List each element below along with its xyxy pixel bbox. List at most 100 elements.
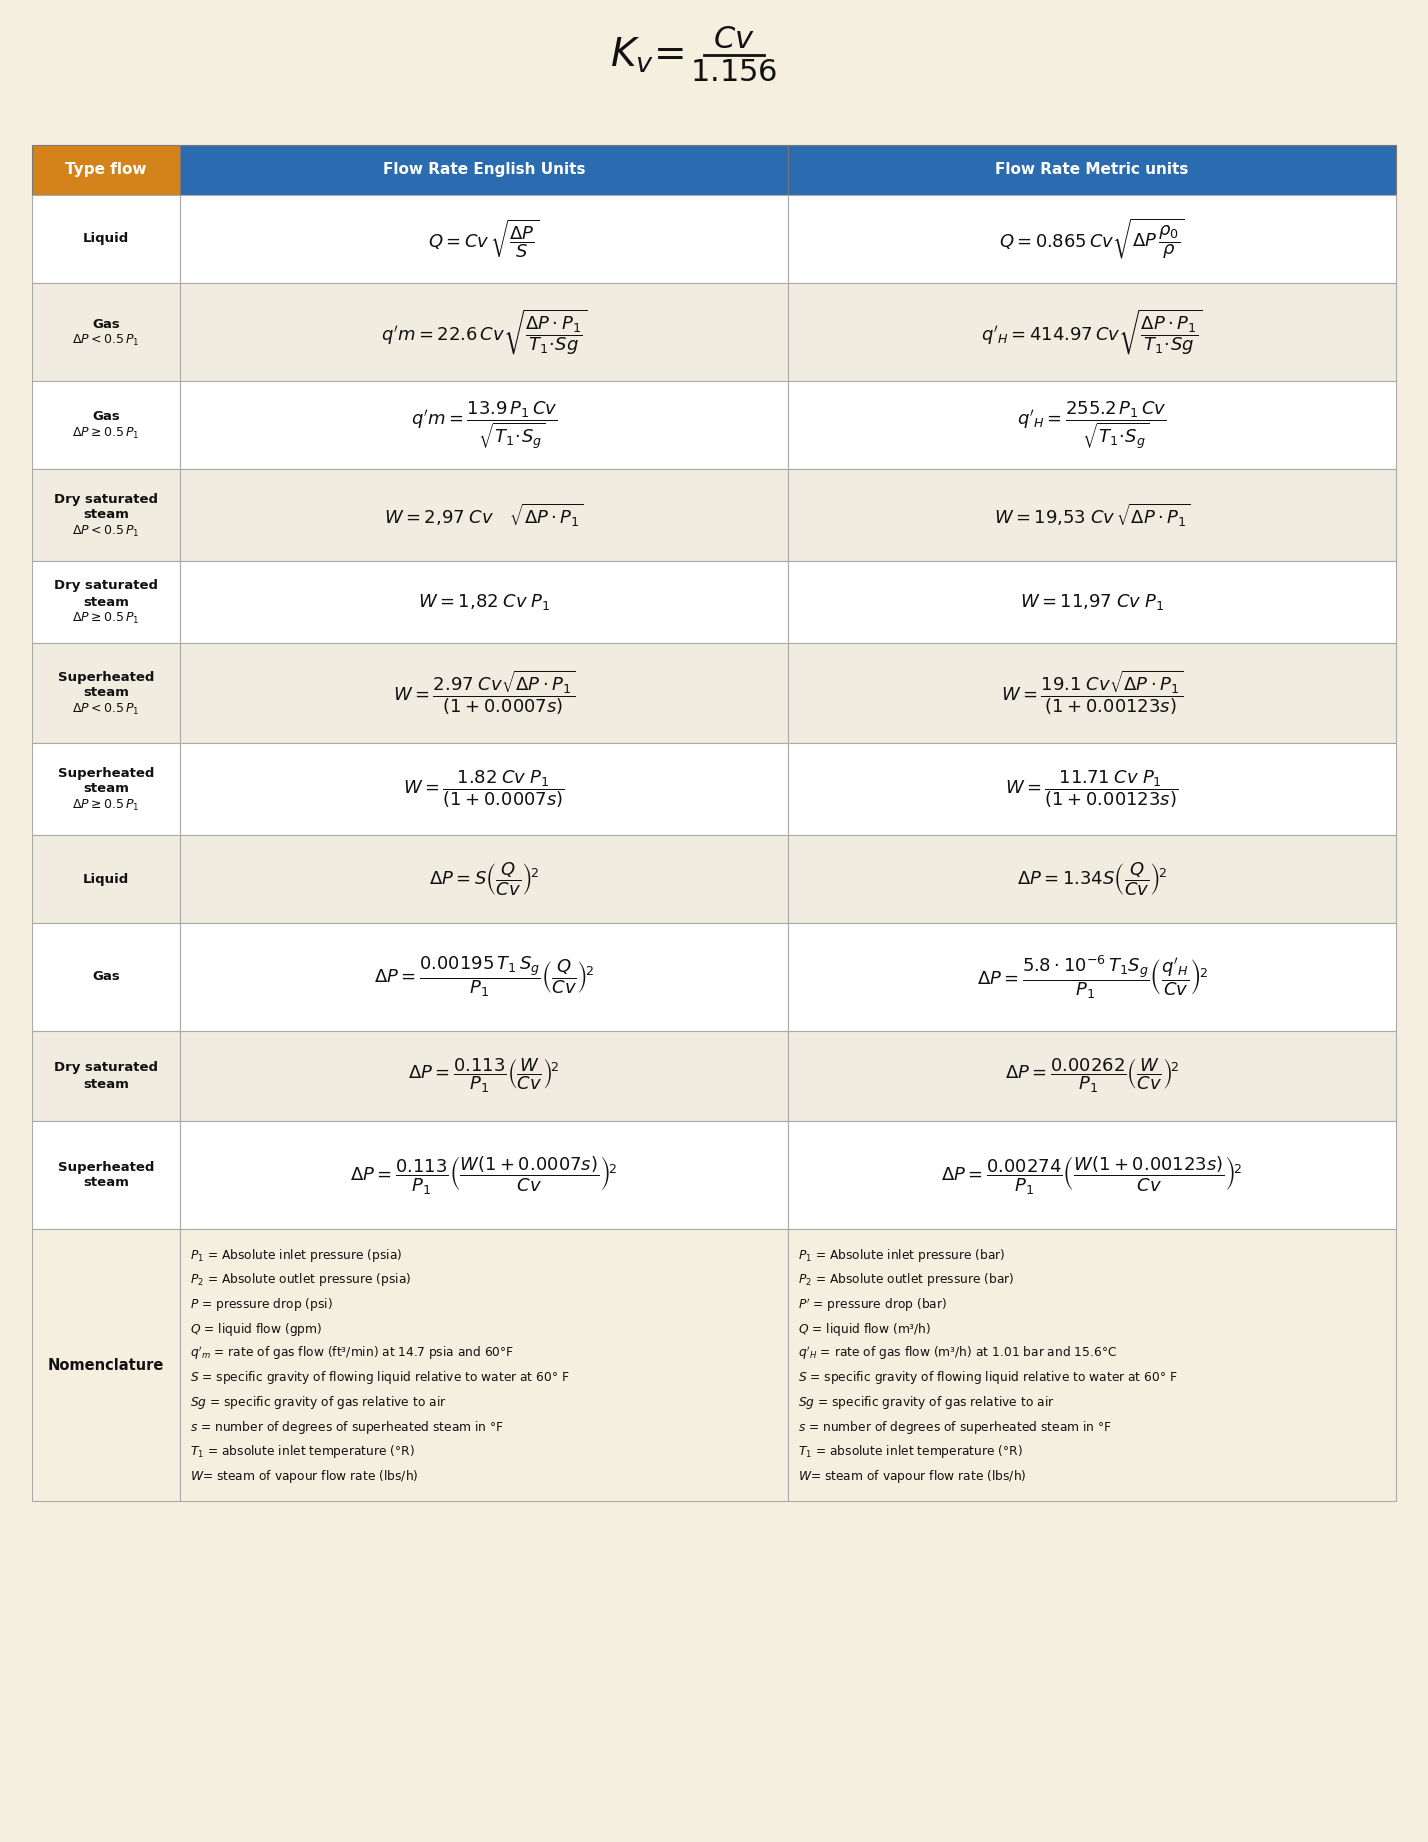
Text: $\Delta P \geq 0.5\,P_1$: $\Delta P \geq 0.5\,P_1$ (73, 610, 140, 626)
Text: $\Delta P=\dfrac{0.00195\,T_1\,S_g}{P_1}\left(\dfrac{Q}{Cv}\right)^{\!2}$: $\Delta P=\dfrac{0.00195\,T_1\,S_g}{P_1}… (374, 954, 594, 998)
Text: $S$ = specific gravity of flowing liquid relative to water at 60° F: $S$ = specific gravity of flowing liquid… (798, 1369, 1178, 1387)
Text: Dry saturated: Dry saturated (54, 492, 159, 505)
Bar (788, 562, 1397, 643)
Text: $T_1$ = absolute inlet temperature (°R): $T_1$ = absolute inlet temperature (°R) (190, 1442, 416, 1461)
Bar (180, 381, 788, 470)
Bar (31, 1032, 180, 1122)
Text: $W=\dfrac{11.71\;Cv\;P_1}{(1+0.00123s)}$: $W=\dfrac{11.71\;Cv\;P_1}{(1+0.00123s)}$ (1005, 768, 1178, 810)
Text: Gas: Gas (93, 971, 120, 984)
Text: $\Delta P=\dfrac{0.113}{P_1}\left(\dfrac{W}{Cv}\right)^{\!2}$: $\Delta P=\dfrac{0.113}{P_1}\left(\dfrac… (408, 1057, 560, 1096)
Text: $q'_H$ = rate of gas flow (m³/h) at 1.01 bar and 15.6°C: $q'_H$ = rate of gas flow (m³/h) at 1.01… (798, 1345, 1117, 1363)
Text: $P_2$ = Absolute outlet pressure (psia): $P_2$ = Absolute outlet pressure (psia) (190, 1271, 411, 1289)
Text: $W$= steam of vapour flow rate (lbs/h): $W$= steam of vapour flow rate (lbs/h) (798, 1468, 1027, 1485)
Bar (31, 923, 180, 1032)
Text: $Sg$ = specific gravity of gas relative to air: $Sg$ = specific gravity of gas relative … (798, 1394, 1054, 1411)
Text: $\Delta P=1.34S\left(\dfrac{Q}{Cv}\right)^{\!2}$: $\Delta P=1.34S\left(\dfrac{Q}{Cv}\right… (1017, 860, 1167, 897)
Bar (31, 381, 180, 470)
Text: $S$ = specific gravity of flowing liquid relative to water at 60° F: $S$ = specific gravity of flowing liquid… (190, 1369, 570, 1387)
Text: $W=\dfrac{2.97\;Cv\sqrt{\Delta P \cdot P_1}}{(1+0.0007s)}$: $W=\dfrac{2.97\;Cv\sqrt{\Delta P \cdot P… (393, 669, 575, 717)
Bar (180, 834, 788, 923)
Text: $q'_H=\dfrac{255.2\,P_1\,Cv}{\sqrt{T_1\!\cdot\! S_g}}$: $q'_H=\dfrac{255.2\,P_1\,Cv}{\sqrt{T_1\!… (1017, 400, 1167, 451)
Text: Superheated: Superheated (57, 670, 154, 683)
Text: Flow Rate Metric units: Flow Rate Metric units (995, 162, 1188, 177)
Text: Superheated: Superheated (57, 766, 154, 779)
Bar (31, 195, 180, 284)
Text: steam: steam (83, 595, 129, 608)
Text: Type flow: Type flow (66, 162, 147, 177)
Bar (31, 643, 180, 742)
Bar (180, 470, 788, 562)
Bar (180, 1032, 788, 1122)
Bar (180, 284, 788, 381)
Text: $\Delta P \geq 0.5\,P_1$: $\Delta P \geq 0.5\,P_1$ (73, 798, 140, 812)
Bar (788, 643, 1397, 742)
Bar (788, 1032, 1397, 1122)
Text: $W=\dfrac{19.1\;Cv\sqrt{\Delta P \cdot P_1}}{(1+0.00123s)}$: $W=\dfrac{19.1\;Cv\sqrt{\Delta P \cdot P… (1001, 669, 1182, 717)
Bar (31, 562, 180, 643)
Text: $\Delta P < 0.5\,P_1$: $\Delta P < 0.5\,P_1$ (73, 523, 140, 538)
Bar (788, 470, 1397, 562)
Text: Flow Rate English Units: Flow Rate English Units (383, 162, 585, 177)
Bar (788, 195, 1397, 284)
Bar (788, 1122, 1397, 1229)
Text: $W=\dfrac{1.82\;Cv\;P_1}{(1+0.0007s)}$: $W=\dfrac{1.82\;Cv\;P_1}{(1+0.0007s)}$ (403, 768, 565, 810)
Text: $\Delta P < 0.5\,P_1$: $\Delta P < 0.5\,P_1$ (73, 332, 140, 348)
Text: $\Delta P=\dfrac{0.00262}{P_1}\left(\dfrac{W}{Cv}\right)^{\!2}$: $\Delta P=\dfrac{0.00262}{P_1}\left(\dfr… (1005, 1057, 1180, 1096)
Text: $W=1{,}82\;Cv\;P_1$: $W=1{,}82\;Cv\;P_1$ (417, 591, 550, 612)
Text: Liquid: Liquid (83, 232, 129, 245)
Text: $W=11{,}97\;Cv\;P_1$: $W=11{,}97\;Cv\;P_1$ (1020, 591, 1164, 612)
Text: $W=19{,}53\;Cv\,\sqrt{\Delta P \cdot P_1}$: $W=19{,}53\;Cv\,\sqrt{\Delta P \cdot P_1… (994, 501, 1190, 529)
Text: $K_v\!=\,$: $K_v\!=\,$ (610, 35, 684, 76)
Bar (788, 146, 1397, 195)
Text: $\Delta P=\dfrac{0.113}{P_1}\left(\dfrac{W(1+0.0007s)}{Cv}\right)^{\!2}$: $\Delta P=\dfrac{0.113}{P_1}\left(\dfrac… (350, 1153, 618, 1195)
Bar (788, 742, 1397, 834)
Text: $P_1$ = Absolute inlet pressure (psia): $P_1$ = Absolute inlet pressure (psia) (190, 1247, 403, 1264)
Text: Superheated: Superheated (57, 1160, 154, 1173)
Text: $q'_m$ = rate of gas flow (ft³/min) at 14.7 psia and 60°F: $q'_m$ = rate of gas flow (ft³/min) at 1… (190, 1345, 514, 1363)
Text: $P_1$ = Absolute inlet pressure (bar): $P_1$ = Absolute inlet pressure (bar) (798, 1247, 1005, 1264)
Bar (180, 562, 788, 643)
Text: Gas: Gas (93, 317, 120, 330)
Text: $q'_H=414.97\,Cv\sqrt{\dfrac{\Delta P \cdot P_1}{T_1\!\cdot\!Sg}}$: $q'_H=414.97\,Cv\sqrt{\dfrac{\Delta P \c… (981, 308, 1202, 357)
Text: steam: steam (83, 508, 129, 521)
Text: $Q$ = liquid flow (gpm): $Q$ = liquid flow (gpm) (190, 1321, 323, 1337)
Text: $Q=0.865\,Cv\sqrt{\Delta P\,\dfrac{\rho_0}{\rho}}$: $Q=0.865\,Cv\sqrt{\Delta P\,\dfrac{\rho_… (1000, 217, 1185, 262)
Bar (180, 742, 788, 834)
Text: Nomenclature: Nomenclature (47, 1358, 164, 1372)
Bar (788, 1229, 1397, 1501)
Text: Dry saturated: Dry saturated (54, 580, 159, 593)
Text: $\Delta P \geq 0.5\,P_1$: $\Delta P \geq 0.5\,P_1$ (73, 426, 140, 440)
Bar (31, 284, 180, 381)
Text: $W$= steam of vapour flow rate (lbs/h): $W$= steam of vapour flow rate (lbs/h) (190, 1468, 418, 1485)
Text: $1.156$: $1.156$ (690, 59, 778, 88)
Text: $P'$ = pressure drop (bar): $P'$ = pressure drop (bar) (798, 1297, 947, 1313)
Bar (180, 146, 788, 195)
Bar (31, 1229, 180, 1501)
Text: $Q$ = liquid flow (m³/h): $Q$ = liquid flow (m³/h) (798, 1321, 931, 1337)
Text: steam: steam (83, 1177, 129, 1190)
Text: $\Delta P=\dfrac{0.00274}{P_1}\left(\dfrac{W(1+0.00123s)}{Cv}\right)^{\!2}$: $\Delta P=\dfrac{0.00274}{P_1}\left(\dfr… (941, 1153, 1242, 1195)
Bar (180, 1229, 788, 1501)
Bar (31, 742, 180, 834)
Bar (788, 834, 1397, 923)
Text: $Sg$ = specific gravity of gas relative to air: $Sg$ = specific gravity of gas relative … (190, 1394, 447, 1411)
Bar (180, 195, 788, 284)
Text: steam: steam (83, 783, 129, 796)
Bar (31, 146, 180, 195)
Bar (180, 643, 788, 742)
Text: $P$ = pressure drop (psi): $P$ = pressure drop (psi) (190, 1297, 333, 1313)
Bar (31, 470, 180, 562)
Bar (31, 834, 180, 923)
Text: $P_2$ = Absolute outlet pressure (bar): $P_2$ = Absolute outlet pressure (bar) (798, 1271, 1014, 1289)
Bar (788, 284, 1397, 381)
Text: $T_1$ = absolute inlet temperature (°R): $T_1$ = absolute inlet temperature (°R) (798, 1442, 1022, 1461)
Text: $\Delta P < 0.5\,P_1$: $\Delta P < 0.5\,P_1$ (73, 702, 140, 717)
Text: $Q=Cv\,\sqrt{\dfrac{\Delta P}{S}}$: $Q=Cv\,\sqrt{\dfrac{\Delta P}{S}}$ (428, 217, 540, 260)
Bar (180, 1122, 788, 1229)
Text: Dry saturated: Dry saturated (54, 1061, 159, 1074)
Text: $q'm=22.6\,Cv\sqrt{\dfrac{\Delta P \cdot P_1}{T_1\!\cdot\!Sg}}$: $q'm=22.6\,Cv\sqrt{\dfrac{\Delta P \cdot… (381, 308, 587, 357)
Text: $Cv$: $Cv$ (713, 26, 755, 55)
Text: $\Delta P=S\left(\dfrac{Q}{Cv}\right)^{\!2}$: $\Delta P=S\left(\dfrac{Q}{Cv}\right)^{\… (428, 860, 538, 897)
Bar (788, 923, 1397, 1032)
Bar (31, 1122, 180, 1229)
